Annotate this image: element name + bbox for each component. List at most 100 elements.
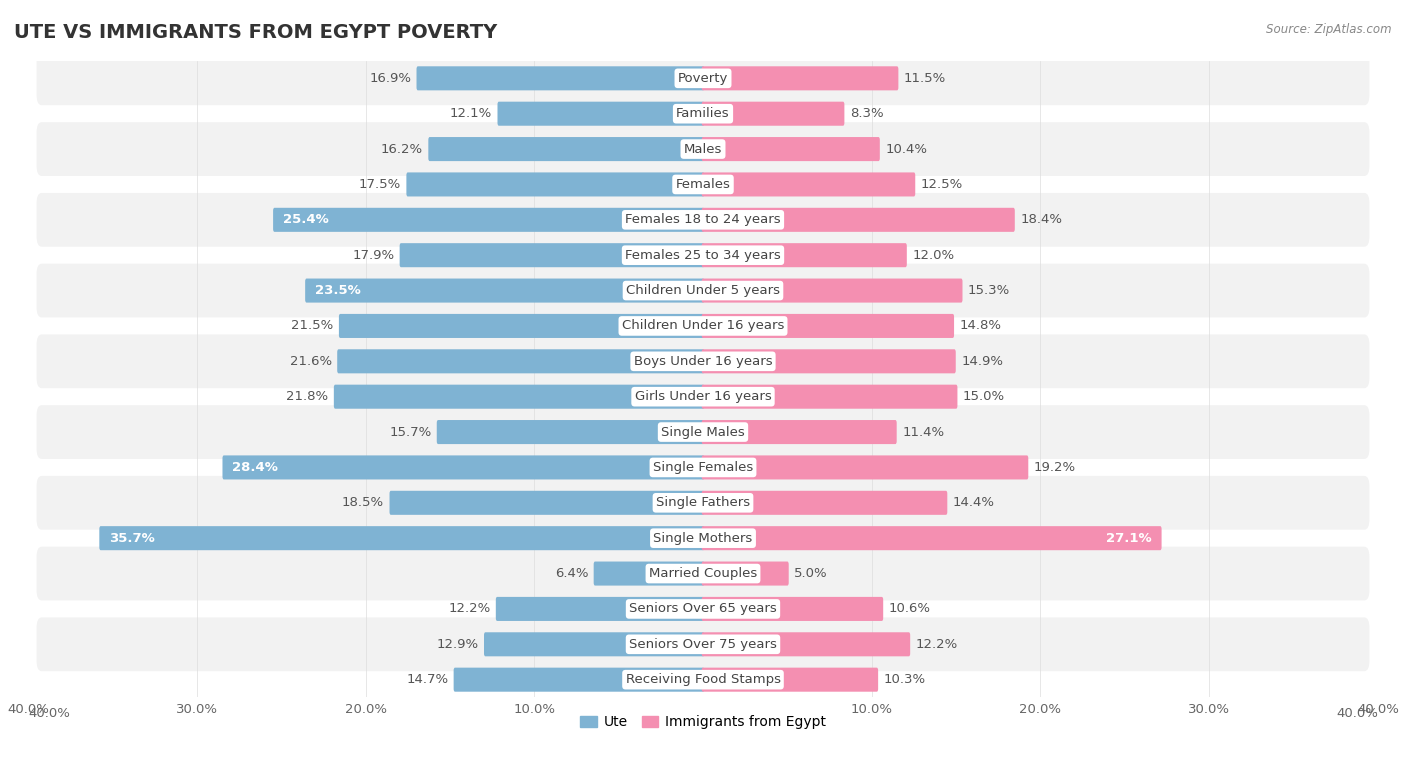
FancyBboxPatch shape [389, 490, 704, 515]
Text: Married Couples: Married Couples [650, 567, 756, 580]
Text: 16.9%: 16.9% [370, 72, 411, 85]
FancyBboxPatch shape [702, 420, 897, 444]
Text: 40.0%: 40.0% [1336, 707, 1378, 720]
Text: Single Males: Single Males [661, 425, 745, 439]
Text: 12.0%: 12.0% [912, 249, 955, 262]
FancyBboxPatch shape [702, 526, 1161, 550]
FancyBboxPatch shape [496, 597, 704, 621]
FancyBboxPatch shape [702, 597, 883, 621]
Text: Single Females: Single Females [652, 461, 754, 474]
FancyBboxPatch shape [37, 618, 1369, 671]
Text: 6.4%: 6.4% [555, 567, 588, 580]
FancyBboxPatch shape [702, 314, 955, 338]
FancyBboxPatch shape [702, 349, 956, 374]
FancyBboxPatch shape [37, 122, 1369, 176]
FancyBboxPatch shape [37, 264, 1369, 318]
Text: 10.3%: 10.3% [883, 673, 925, 686]
Text: 12.2%: 12.2% [449, 603, 491, 615]
FancyBboxPatch shape [37, 193, 1369, 246]
Text: 19.2%: 19.2% [1033, 461, 1076, 474]
Text: 14.8%: 14.8% [959, 319, 1001, 333]
Text: 17.5%: 17.5% [359, 178, 401, 191]
FancyBboxPatch shape [37, 547, 1369, 600]
Text: Poverty: Poverty [678, 72, 728, 85]
FancyBboxPatch shape [702, 278, 963, 302]
Text: Children Under 5 years: Children Under 5 years [626, 284, 780, 297]
Text: 15.3%: 15.3% [967, 284, 1010, 297]
FancyBboxPatch shape [702, 208, 1015, 232]
FancyBboxPatch shape [406, 172, 704, 196]
FancyBboxPatch shape [429, 137, 704, 161]
Text: Families: Families [676, 107, 730, 121]
Text: 5.0%: 5.0% [794, 567, 828, 580]
Text: 18.4%: 18.4% [1021, 213, 1062, 227]
Text: Seniors Over 65 years: Seniors Over 65 years [628, 603, 778, 615]
Text: 12.9%: 12.9% [436, 637, 478, 651]
Text: 15.0%: 15.0% [963, 390, 1005, 403]
Text: Single Mothers: Single Mothers [654, 531, 752, 545]
Legend: Ute, Immigrants from Egypt: Ute, Immigrants from Egypt [574, 710, 832, 735]
FancyBboxPatch shape [702, 172, 915, 196]
Text: 23.5%: 23.5% [315, 284, 361, 297]
Text: UTE VS IMMIGRANTS FROM EGYPT POVERTY: UTE VS IMMIGRANTS FROM EGYPT POVERTY [14, 23, 498, 42]
FancyBboxPatch shape [37, 476, 1369, 530]
FancyBboxPatch shape [454, 668, 704, 692]
Text: 10.4%: 10.4% [886, 143, 927, 155]
FancyBboxPatch shape [37, 52, 1369, 105]
FancyBboxPatch shape [702, 668, 879, 692]
Text: 15.7%: 15.7% [389, 425, 432, 439]
Text: 21.5%: 21.5% [291, 319, 333, 333]
Text: 17.9%: 17.9% [352, 249, 394, 262]
Text: 12.5%: 12.5% [921, 178, 963, 191]
FancyBboxPatch shape [702, 243, 907, 268]
Text: Males: Males [683, 143, 723, 155]
Text: 35.7%: 35.7% [110, 531, 155, 545]
Text: 14.9%: 14.9% [962, 355, 1002, 368]
FancyBboxPatch shape [37, 406, 1369, 459]
Text: 25.4%: 25.4% [283, 213, 329, 227]
Text: Females 18 to 24 years: Females 18 to 24 years [626, 213, 780, 227]
Text: Receiving Food Stamps: Receiving Food Stamps [626, 673, 780, 686]
Text: 21.6%: 21.6% [290, 355, 332, 368]
Text: Single Fathers: Single Fathers [657, 496, 749, 509]
FancyBboxPatch shape [593, 562, 704, 586]
Text: 40.0%: 40.0% [28, 707, 70, 720]
FancyBboxPatch shape [37, 334, 1369, 388]
Text: Girls Under 16 years: Girls Under 16 years [634, 390, 772, 403]
FancyBboxPatch shape [416, 66, 704, 90]
Text: Source: ZipAtlas.com: Source: ZipAtlas.com [1267, 23, 1392, 36]
Text: Females: Females [675, 178, 731, 191]
FancyBboxPatch shape [305, 278, 704, 302]
FancyBboxPatch shape [702, 456, 1028, 480]
FancyBboxPatch shape [222, 456, 704, 480]
Text: 16.2%: 16.2% [381, 143, 423, 155]
FancyBboxPatch shape [339, 314, 704, 338]
FancyBboxPatch shape [100, 526, 704, 550]
FancyBboxPatch shape [702, 137, 880, 161]
Text: 10.6%: 10.6% [889, 603, 931, 615]
Text: 12.2%: 12.2% [915, 637, 957, 651]
FancyBboxPatch shape [702, 562, 789, 586]
Text: Children Under 16 years: Children Under 16 years [621, 319, 785, 333]
FancyBboxPatch shape [273, 208, 704, 232]
FancyBboxPatch shape [702, 102, 845, 126]
FancyBboxPatch shape [484, 632, 704, 656]
Text: 12.1%: 12.1% [450, 107, 492, 121]
Text: 14.7%: 14.7% [406, 673, 449, 686]
FancyBboxPatch shape [702, 66, 898, 90]
FancyBboxPatch shape [498, 102, 704, 126]
Text: Boys Under 16 years: Boys Under 16 years [634, 355, 772, 368]
Text: 21.8%: 21.8% [287, 390, 329, 403]
FancyBboxPatch shape [399, 243, 704, 268]
Text: Seniors Over 75 years: Seniors Over 75 years [628, 637, 778, 651]
FancyBboxPatch shape [702, 490, 948, 515]
Text: Females 25 to 34 years: Females 25 to 34 years [626, 249, 780, 262]
FancyBboxPatch shape [333, 384, 704, 409]
Text: 14.4%: 14.4% [953, 496, 994, 509]
FancyBboxPatch shape [702, 384, 957, 409]
FancyBboxPatch shape [437, 420, 704, 444]
Text: 8.3%: 8.3% [849, 107, 883, 121]
Text: 28.4%: 28.4% [232, 461, 278, 474]
Text: 11.4%: 11.4% [903, 425, 945, 439]
Text: 27.1%: 27.1% [1107, 531, 1152, 545]
